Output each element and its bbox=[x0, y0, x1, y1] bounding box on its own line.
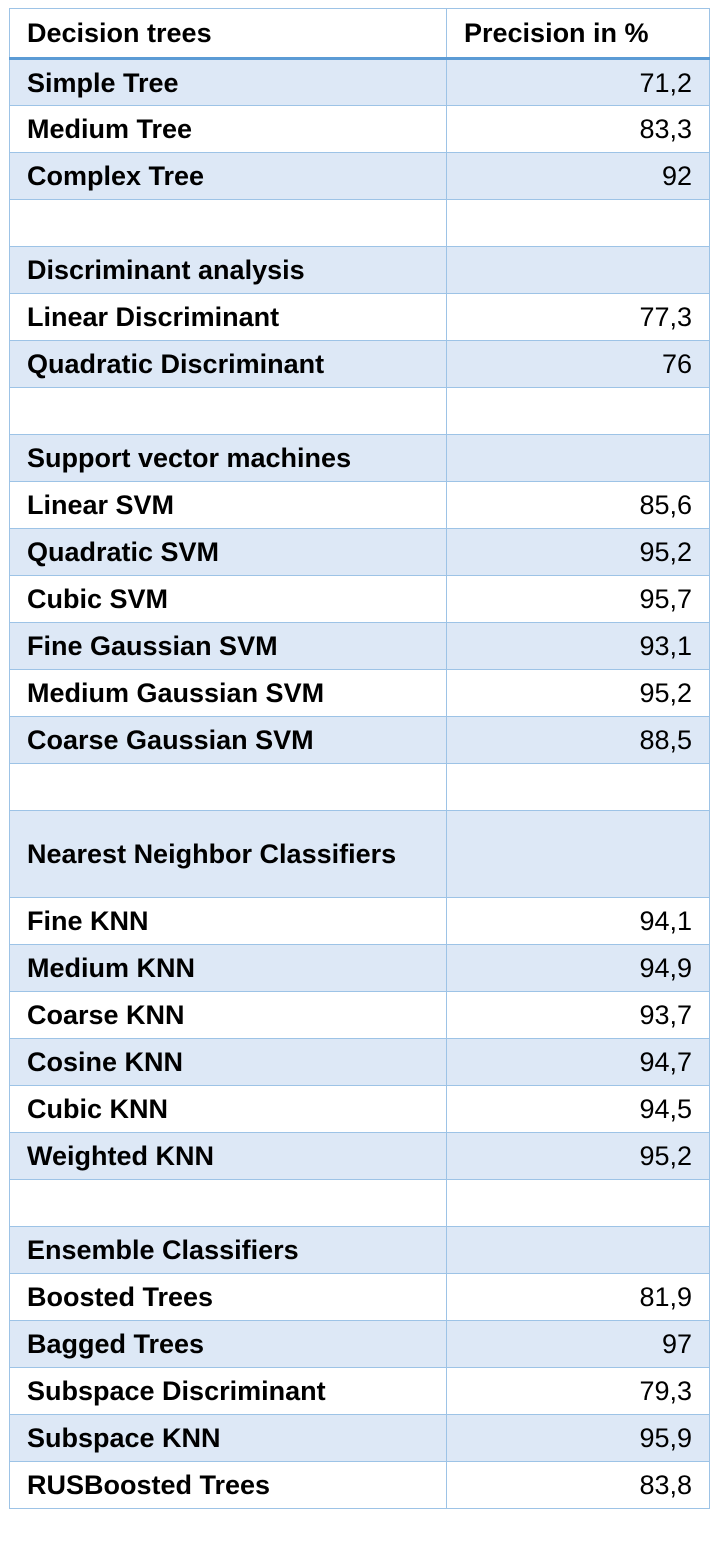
row-label: Medium Gaussian SVM bbox=[9, 669, 447, 717]
row-value bbox=[446, 810, 710, 898]
section-heading-row: Discriminant analysis bbox=[9, 246, 710, 294]
row-label: Cosine KNN bbox=[9, 1038, 447, 1086]
row-value bbox=[446, 763, 710, 811]
table-row: Fine KNN 94,1 bbox=[9, 897, 710, 945]
table-row: Cubic KNN 94,5 bbox=[9, 1085, 710, 1133]
row-value: 93,7 bbox=[446, 991, 710, 1039]
row-value: 85,6 bbox=[446, 481, 710, 529]
row-value: 94,5 bbox=[446, 1085, 710, 1133]
row-value bbox=[446, 246, 710, 294]
section-heading: Nearest Neighbor Classifiers bbox=[9, 810, 447, 898]
row-label: Boosted Trees bbox=[9, 1273, 447, 1321]
table-row: Subspace Discriminant 79,3 bbox=[9, 1367, 710, 1415]
row-label: Medium KNN bbox=[9, 944, 447, 992]
table-header-row: Decision trees Precision in % bbox=[9, 8, 710, 60]
row-value: 94,7 bbox=[446, 1038, 710, 1086]
section-heading: Discriminant analysis bbox=[9, 246, 447, 294]
row-value: 81,9 bbox=[446, 1273, 710, 1321]
header-decision-trees: Decision trees bbox=[9, 8, 447, 60]
table-row: Quadratic Discriminant 76 bbox=[9, 340, 710, 388]
table-row-spacer bbox=[9, 387, 710, 435]
row-value bbox=[446, 1179, 710, 1227]
table-row: Coarse KNN 93,7 bbox=[9, 991, 710, 1039]
row-label: Fine Gaussian SVM bbox=[9, 622, 447, 670]
precision-table: Decision trees Precision in % Simple Tre… bbox=[9, 8, 710, 1509]
section-heading-row: Nearest Neighbor Classifiers bbox=[9, 810, 710, 898]
row-value: 97 bbox=[446, 1320, 710, 1368]
row-label bbox=[9, 1179, 447, 1227]
row-value: 83,3 bbox=[446, 105, 710, 153]
table-row: Cosine KNN 94,7 bbox=[9, 1038, 710, 1086]
table-row-spacer bbox=[9, 199, 710, 247]
row-value bbox=[446, 1226, 710, 1274]
header-precision: Precision in % bbox=[446, 8, 710, 60]
row-value: 92 bbox=[446, 152, 710, 200]
row-label: Coarse Gaussian SVM bbox=[9, 716, 447, 764]
row-label: Coarse KNN bbox=[9, 991, 447, 1039]
row-label: Medium Tree bbox=[9, 105, 447, 153]
section-heading: Support vector machines bbox=[9, 434, 447, 482]
table-row: Complex Tree 92 bbox=[9, 152, 710, 200]
row-label: Simple Tree bbox=[9, 58, 447, 106]
section-heading-row: Support vector machines bbox=[9, 434, 710, 482]
table-row: RUSBoosted Trees 83,8 bbox=[9, 1461, 710, 1509]
table-row: Medium Gaussian SVM 95,2 bbox=[9, 669, 710, 717]
row-value: 94,9 bbox=[446, 944, 710, 992]
row-value bbox=[446, 387, 710, 435]
row-value: 83,8 bbox=[446, 1461, 710, 1509]
row-value: 95,2 bbox=[446, 1132, 710, 1180]
table-row-spacer bbox=[9, 763, 710, 811]
table-row: Medium Tree 83,3 bbox=[9, 105, 710, 153]
row-value: 93,1 bbox=[446, 622, 710, 670]
row-value: 79,3 bbox=[446, 1367, 710, 1415]
table-row: Medium KNN 94,9 bbox=[9, 944, 710, 992]
table-row: Quadratic SVM 95,2 bbox=[9, 528, 710, 576]
row-value: 95,9 bbox=[446, 1414, 710, 1462]
row-label: Cubic KNN bbox=[9, 1085, 447, 1133]
row-value: 71,2 bbox=[446, 58, 710, 106]
table-row: Cubic SVM 95,7 bbox=[9, 575, 710, 623]
table-row: Boosted Trees 81,9 bbox=[9, 1273, 710, 1321]
table-row: Weighted KNN 95,2 bbox=[9, 1132, 710, 1180]
row-value: 77,3 bbox=[446, 293, 710, 341]
row-value: 95,7 bbox=[446, 575, 710, 623]
row-label: Subspace KNN bbox=[9, 1414, 447, 1462]
row-label bbox=[9, 763, 447, 811]
row-label: Complex Tree bbox=[9, 152, 447, 200]
row-value: 95,2 bbox=[446, 669, 710, 717]
row-label: Cubic SVM bbox=[9, 575, 447, 623]
row-value bbox=[446, 434, 710, 482]
table-row: Linear SVM 85,6 bbox=[9, 481, 710, 529]
row-label: Fine KNN bbox=[9, 897, 447, 945]
row-label: Quadratic Discriminant bbox=[9, 340, 447, 388]
section-heading: Ensemble Classifiers bbox=[9, 1226, 447, 1274]
row-label: Weighted KNN bbox=[9, 1132, 447, 1180]
row-label: Bagged Trees bbox=[9, 1320, 447, 1368]
row-label bbox=[9, 387, 447, 435]
row-label: Linear SVM bbox=[9, 481, 447, 529]
table-row: Simple Tree 71,2 bbox=[9, 58, 710, 106]
table-row: Linear Discriminant 77,3 bbox=[9, 293, 710, 341]
precision-table-container: Decision trees Precision in % Simple Tre… bbox=[9, 8, 710, 1509]
row-value: 88,5 bbox=[446, 716, 710, 764]
row-label bbox=[9, 199, 447, 247]
row-value: 94,1 bbox=[446, 897, 710, 945]
row-label: RUSBoosted Trees bbox=[9, 1461, 447, 1509]
row-label: Subspace Discriminant bbox=[9, 1367, 447, 1415]
row-value: 95,2 bbox=[446, 528, 710, 576]
row-label: Quadratic SVM bbox=[9, 528, 447, 576]
table-row: Fine Gaussian SVM 93,1 bbox=[9, 622, 710, 670]
table-row: Subspace KNN 95,9 bbox=[9, 1414, 710, 1462]
table-row: Coarse Gaussian SVM 88,5 bbox=[9, 716, 710, 764]
row-value: 76 bbox=[446, 340, 710, 388]
row-value bbox=[446, 199, 710, 247]
table-row: Bagged Trees 97 bbox=[9, 1320, 710, 1368]
section-heading-row: Ensemble Classifiers bbox=[9, 1226, 710, 1274]
table-row-spacer bbox=[9, 1179, 710, 1227]
row-label: Linear Discriminant bbox=[9, 293, 447, 341]
